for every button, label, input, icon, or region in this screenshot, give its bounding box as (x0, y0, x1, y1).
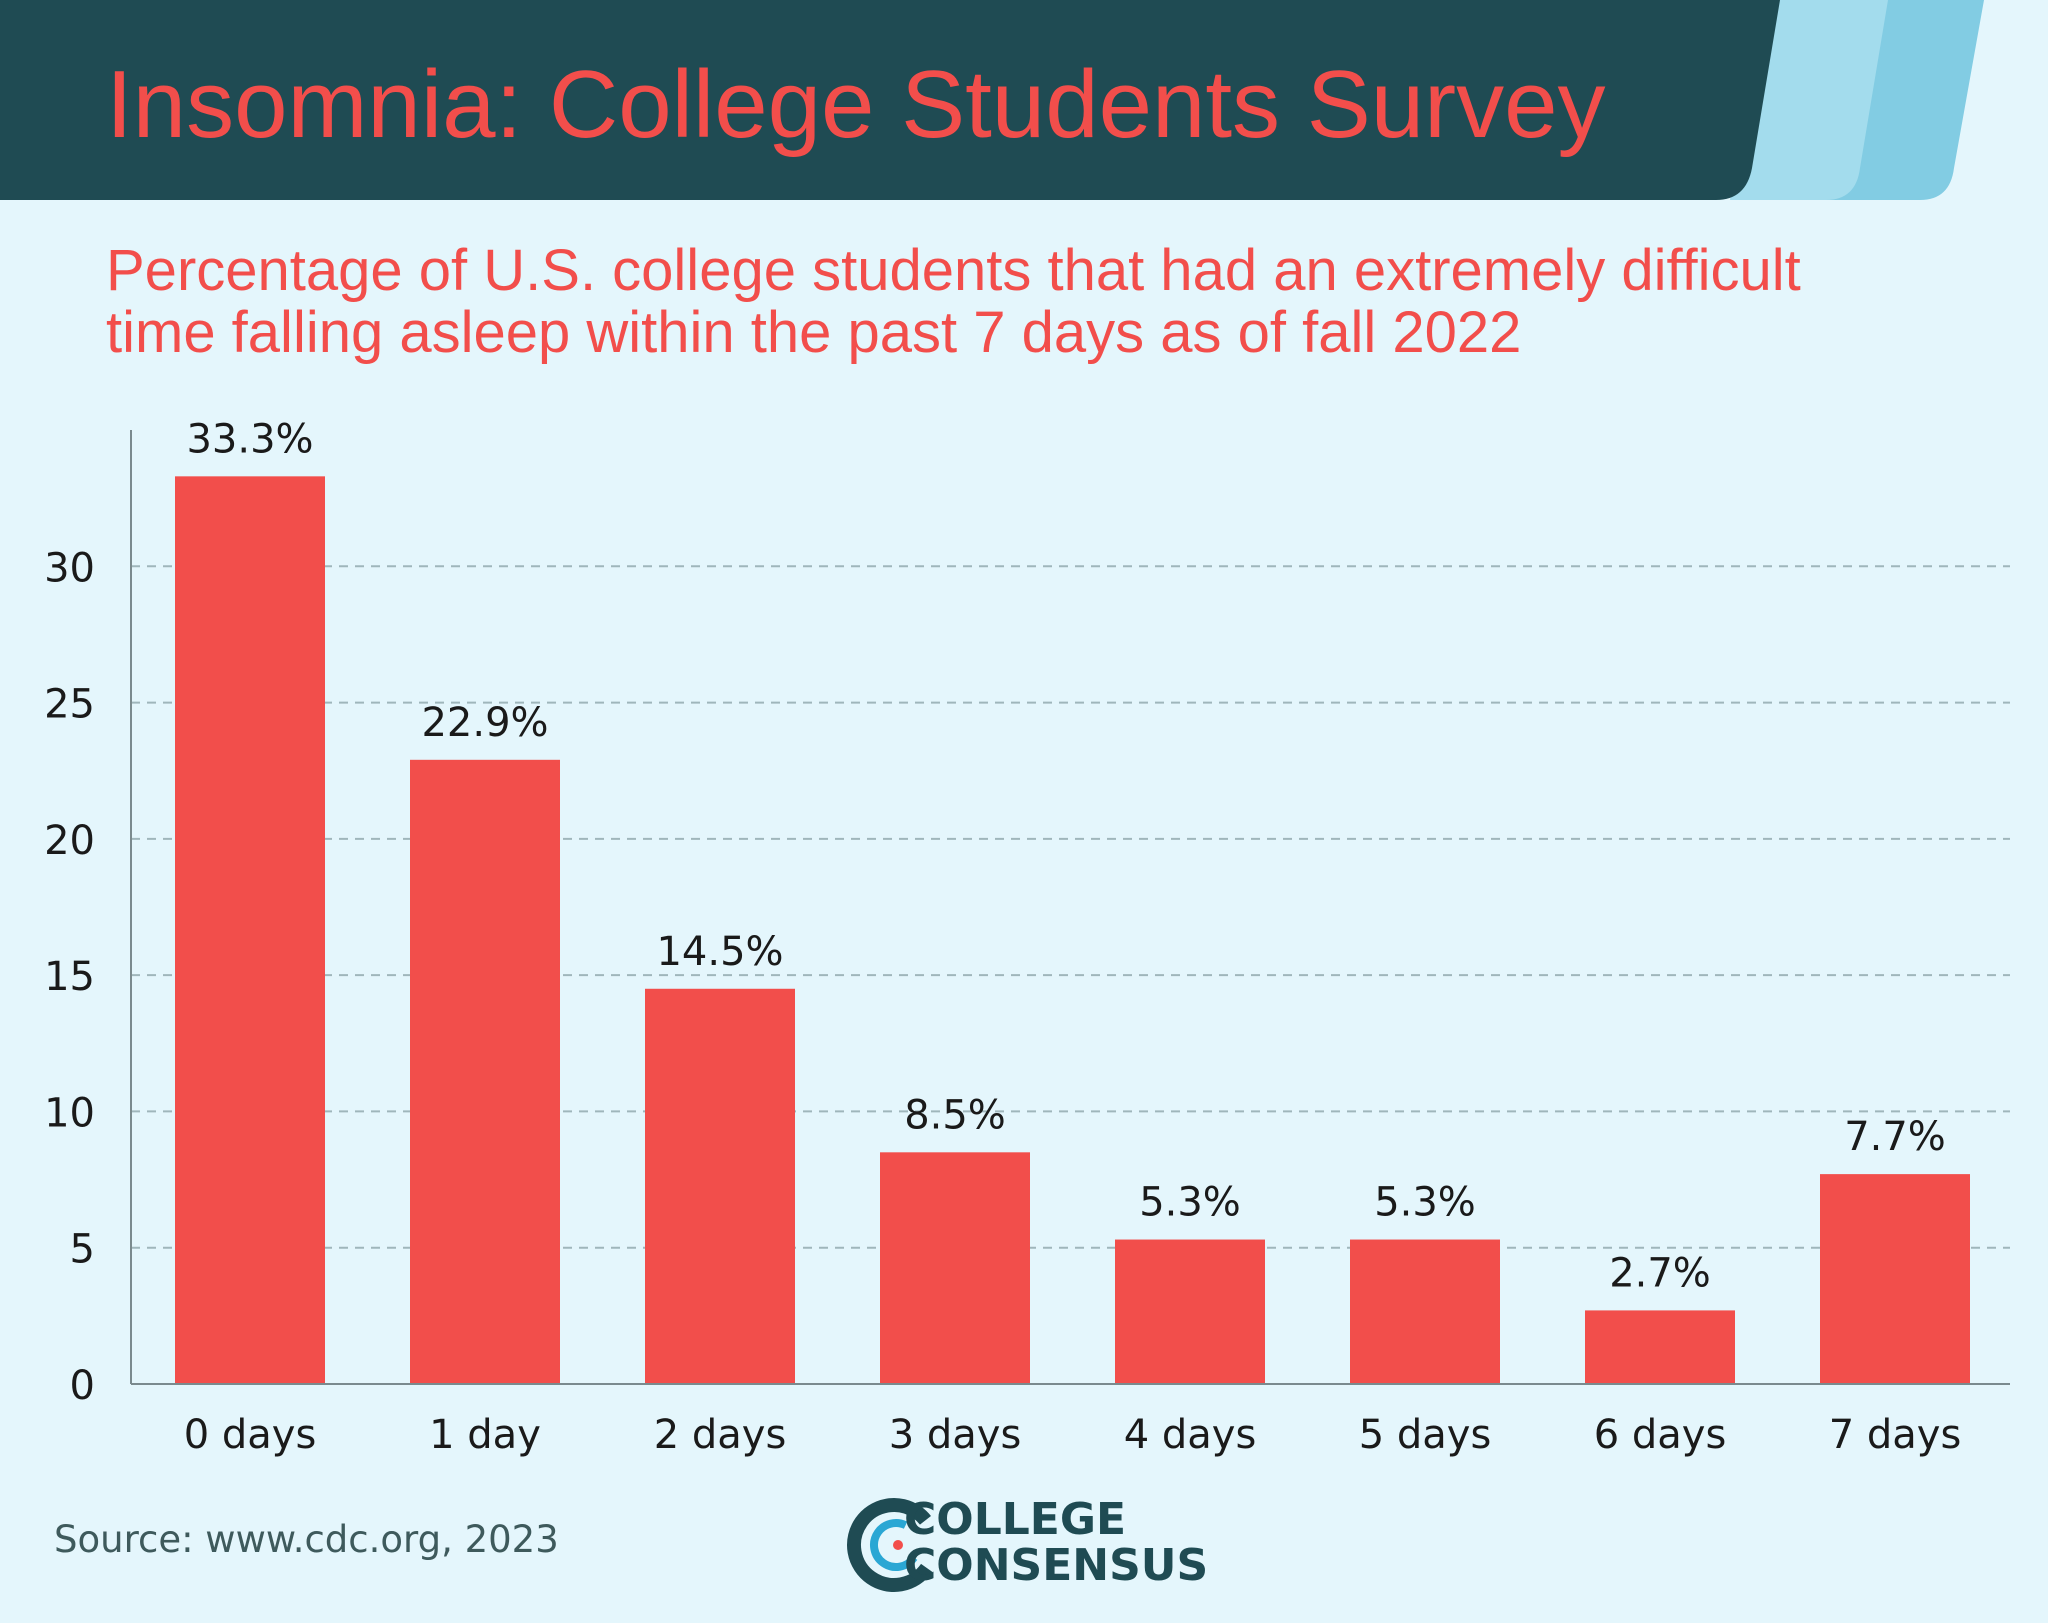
logo-ring-outer (847, 1498, 941, 1592)
chart-subtitle: Percentage of U.S. college students that… (106, 240, 2006, 364)
axes: 0 5 10 15 20 25 30 0 days 1 day 2 days 3 days 4 day… (44, 430, 2010, 1458)
college-consensus-logo (847, 1498, 941, 1592)
page-title: Insomnia: College Students Survey (106, 51, 1606, 158)
x-tick-label: 4 days (1124, 1412, 1257, 1458)
data-label: 5.3% (1139, 1180, 1241, 1226)
bar (410, 759, 560, 1384)
x-tick-label: 3 days (889, 1412, 1022, 1458)
x-tick-label: 0 days (184, 1412, 317, 1458)
data-label: 14.5% (656, 929, 783, 975)
bar (1115, 1239, 1265, 1384)
subtitle-line-2: time falling asleep within the past 7 da… (106, 300, 1522, 365)
y-tick-label: 30 (44, 545, 95, 591)
bar (1585, 1310, 1735, 1384)
bars: 33.3% 22.9% 14.5% 8.5% 5.3% 5.3% 2.7% 7.7% (175, 416, 1970, 1384)
y-tick-label: 0 (70, 1363, 95, 1409)
logo-line-2: CONSENSUS (904, 1540, 1209, 1591)
x-tick-label: 2 days (654, 1412, 787, 1458)
header-band (0, 0, 1984, 200)
bar (1820, 1174, 1970, 1384)
data-label: 33.3% (186, 416, 313, 462)
bar (175, 476, 325, 1384)
bar (1350, 1239, 1500, 1384)
bar (880, 1152, 1030, 1384)
data-label: 7.7% (1844, 1114, 1946, 1160)
subtitle-line-1: Percentage of U.S. college students that… (106, 238, 1801, 303)
y-tick-label: 10 (44, 1090, 95, 1136)
data-label: 8.5% (904, 1092, 1006, 1138)
header-bar (0, 0, 1780, 200)
x-tick-label: 5 days (1359, 1412, 1492, 1458)
bar (645, 988, 795, 1384)
y-tick-label: 20 (44, 818, 95, 864)
data-label: 5.3% (1374, 1180, 1476, 1226)
source-note: Source: www.cdc.org, 2023 (54, 1518, 559, 1561)
y-tick-label: 5 (70, 1227, 95, 1273)
x-tick-label: 7 days (1829, 1412, 1962, 1458)
logo-line-1: COLLEGE (904, 1494, 1126, 1545)
logo-wordmark: COLLEGE CONSENSUS (904, 1497, 1208, 1589)
x-tick-label: 6 days (1594, 1412, 1727, 1458)
y-tick-label: 15 (44, 954, 95, 1000)
data-label: 2.7% (1609, 1250, 1711, 1296)
logo-dot (893, 1540, 903, 1550)
x-tick-label: 1 day (429, 1412, 541, 1458)
data-label: 22.9% (421, 700, 548, 746)
y-tick-label: 25 (44, 682, 95, 728)
